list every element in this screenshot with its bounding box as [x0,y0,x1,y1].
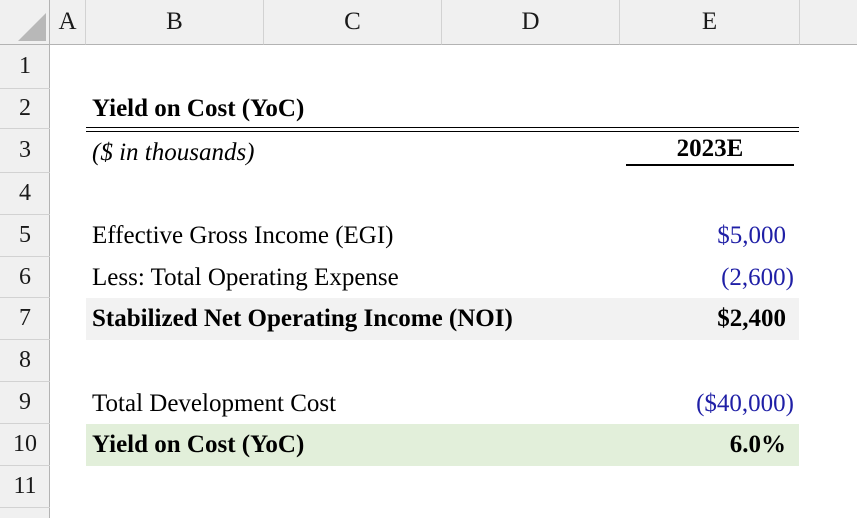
row-header-3[interactable]: 3 [0,129,50,173]
row-header-6[interactable]: 6 [0,257,50,298]
row-header-7[interactable]: 7 [0,298,50,340]
column-header-d[interactable]: D [442,0,620,45]
development-cost-label[interactable]: Total Development Cost [92,390,337,417]
row-header-4[interactable]: 4 [0,173,50,215]
title-double-underline-top [86,127,799,128]
column-header-e[interactable]: E [620,0,800,45]
row-header-11[interactable]: 11 [0,466,50,508]
yoc-label[interactable]: Yield on Cost (YoC) [92,431,305,458]
period-header-underline [626,164,794,166]
yoc-value[interactable]: 6.0% [729,431,786,458]
noi-row-band [86,298,799,340]
noi-value[interactable]: $2,400 [717,305,786,332]
egi-label[interactable]: Effective Gross Income (EGI) [92,222,394,249]
development-cost-value[interactable]: ($40,000) [696,390,794,417]
row-header-2[interactable]: 2 [0,89,50,129]
row-header-1[interactable]: 1 [0,45,50,89]
column-header-b[interactable]: B [86,0,264,45]
row-header-8[interactable]: 8 [0,340,50,382]
column-header-a[interactable]: A [50,0,86,45]
period-header[interactable]: 2023E [676,135,744,162]
opex-label[interactable]: Less: Total Operating Expense [92,264,399,291]
egi-value[interactable]: $5,000 [717,222,786,249]
row-header-bar [0,45,50,518]
opex-value[interactable]: (2,600) [721,264,794,291]
sheet-title[interactable]: Yield on Cost (YoC) [92,95,305,122]
row-header-9[interactable]: 9 [0,382,50,424]
yoc-row-band [86,424,799,466]
column-header-c[interactable]: C [264,0,442,45]
units-subtitle[interactable]: ($ in thousands) [92,139,255,166]
column-header-bar [0,0,857,45]
select-all-corner[interactable] [0,0,50,45]
select-all-triangle-icon [18,13,46,41]
column-header-f[interactable] [800,0,857,45]
noi-label[interactable]: Stabilized Net Operating Income (NOI) [92,305,513,332]
row-header-10[interactable]: 10 [0,424,50,466]
title-double-underline-bottom [86,131,799,132]
row-header-5[interactable]: 5 [0,215,50,257]
